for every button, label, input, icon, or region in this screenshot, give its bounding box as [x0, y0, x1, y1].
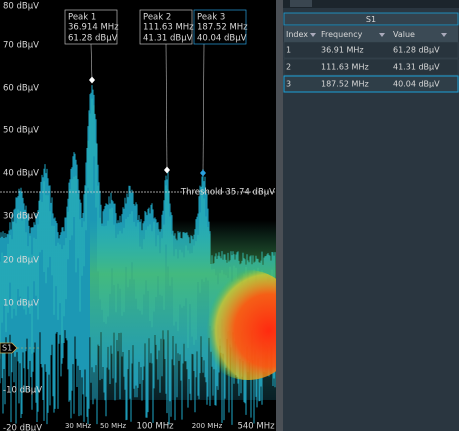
- x-axis-label: 30 MHz: [65, 422, 91, 430]
- x-axis-label: 540 MHz: [237, 422, 275, 431]
- x-axis-label: 200 MHz: [192, 422, 223, 430]
- table-title: S1: [366, 15, 376, 24]
- peak-value: 61.28 dBµV: [68, 34, 118, 44]
- table-cell: 36.91 MHz: [321, 46, 364, 55]
- table-cell: 111.63 MHz: [321, 63, 369, 72]
- peak-box[interactable]: [64, 9, 118, 45]
- y-axis-label: 10 dBµV: [3, 299, 39, 309]
- divider[interactable]: [276, 0, 283, 431]
- peak-value: 40.04 dBµV: [197, 34, 247, 44]
- peak-label: Peak 3: [197, 13, 225, 23]
- table-header: [284, 26, 458, 43]
- y-axis-label: 40 dBµV: [3, 169, 39, 179]
- peak-leader: [90, 43, 93, 81]
- panel-tab[interactable]: [290, 0, 312, 7]
- peak-marker[interactable]: [200, 169, 206, 177]
- sort-icon[interactable]: [441, 33, 447, 37]
- y-axis-label: 30 dBµV: [3, 212, 39, 222]
- peak-box[interactable]: [193, 9, 247, 45]
- table-cell: 40.04 dBµV: [393, 80, 440, 89]
- results-table: S1 Index Frequency Value 1 36.91 MHz 61.28 dBµ…: [283, 12, 459, 93]
- x-axis-label: 100 MHz: [136, 422, 174, 431]
- sort-icon[interactable]: [310, 33, 316, 37]
- y-axis: 80 dBµV 70 dBµV 60 dBµV 50 dBµV 40 dBµV 30 dB…: [3, 2, 42, 431]
- spectrum: [0, 85, 300, 425]
- y-axis-label: 20 dBµV: [3, 256, 39, 266]
- column-header[interactable]: Value: [393, 30, 415, 39]
- peak-frequency: 36.914 MHz: [68, 23, 119, 33]
- column-header[interactable]: Frequency: [321, 30, 363, 39]
- y-axis-label: 80 dBµV: [3, 2, 39, 12]
- y-axis-label: 70 dBµV: [3, 41, 39, 51]
- peak-label: Peak 1: [68, 13, 96, 23]
- threshold-label: Threshold 35.74 dBµV: [180, 188, 275, 198]
- y-axis-label: -20 dBµV: [3, 424, 42, 431]
- table-cell: 61.28 dBµV: [393, 46, 440, 55]
- waveform-label: S1: [2, 344, 12, 353]
- table-cell: 1: [286, 46, 291, 55]
- x-axis-label: 50 MHz: [100, 422, 126, 430]
- peak-value: 41.31 dBµV: [143, 34, 193, 44]
- peak-leader: [202, 43, 205, 174]
- spectrum-hot: [196, 270, 300, 380]
- table-cell: 3: [286, 80, 291, 89]
- peak-box[interactable]: [139, 9, 193, 45]
- y-axis-label: 50 dBµV: [3, 126, 39, 136]
- table-row[interactable]: [283, 58, 459, 76]
- sort-icon[interactable]: [379, 33, 385, 37]
- x-axis: 30 MHz 50 MHz 100 MHz 200 MHz 540 MHz: [65, 422, 275, 431]
- peak-marker[interactable]: [89, 76, 95, 84]
- panel-tabbar: [283, 0, 459, 8]
- peak-frequency: 187.52 MHz: [197, 23, 248, 33]
- table-title-bar: [283, 12, 459, 26]
- peak-label: Peak 2: [143, 13, 171, 23]
- y-axis-label: -10 dBµV: [3, 386, 42, 396]
- peak-marker[interactable]: [164, 166, 170, 174]
- table-cell: 187.52 MHz: [321, 80, 369, 89]
- table-cell: 2: [286, 63, 291, 72]
- peak-leader: [165, 43, 168, 171]
- column-header[interactable]: Index: [286, 30, 308, 39]
- table-row[interactable]: [283, 41, 459, 59]
- peak-frequency: 111.63 MHz: [143, 23, 194, 33]
- table-cell: 41.31 dBµV: [393, 63, 440, 72]
- waveform-handle[interactable]: S1: [0, 342, 40, 354]
- table-row[interactable]: [283, 75, 459, 93]
- y-axis-label: 60 dBµV: [3, 84, 39, 94]
